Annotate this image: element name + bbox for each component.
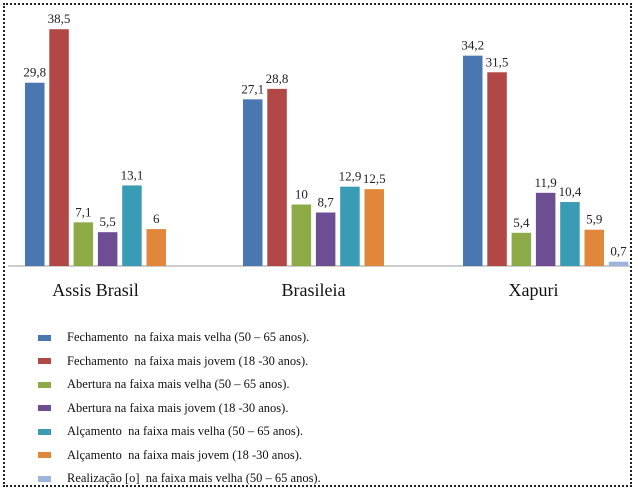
- legend-label: Fechamento na faixa mais jovem (18 -30 a…: [67, 353, 309, 368]
- bar-7-3: [608, 261, 629, 266]
- data-label: 13,1: [121, 167, 144, 182]
- legend-item: Alçamento na faixa mais velha (50 – 65 a…: [38, 420, 321, 444]
- bar-5-3: [560, 202, 580, 266]
- data-label: 5,4: [513, 215, 530, 230]
- bar-6-3: [584, 229, 604, 266]
- chart-legend: Fechamento na faixa mais velha (50 – 65 …: [38, 326, 321, 491]
- legend-label: Alçamento na faixa mais jovem (18 -30 an…: [67, 447, 302, 462]
- legend-label: Abertura na faixa mais jovem (18 -30 ano…: [67, 400, 289, 415]
- data-label: 11,9: [535, 175, 557, 190]
- category-label: Brasileia: [282, 280, 346, 300]
- data-label: 0,7: [610, 244, 627, 259]
- data-label: 5,5: [100, 214, 116, 229]
- bar-3-2: [291, 204, 312, 266]
- data-label: 12,9: [339, 169, 362, 184]
- data-label: 5,9: [586, 212, 602, 227]
- bar-4-1: [97, 232, 118, 266]
- data-label: 29,8: [23, 65, 46, 80]
- legend-item: Alçamento na faixa mais jovem (18 -30 an…: [38, 444, 321, 468]
- category-label: Assis Brasil: [52, 280, 139, 300]
- legend-swatch: [38, 381, 51, 388]
- data-label: 34,2: [461, 38, 484, 53]
- bar-2-2: [267, 88, 287, 266]
- legend-swatch: [38, 452, 51, 459]
- data-label: 10: [295, 187, 308, 202]
- data-label: 38,5: [48, 11, 71, 26]
- legend-swatch: [38, 405, 51, 412]
- data-label: 28,8: [266, 71, 289, 86]
- bar-1-3: [463, 55, 483, 266]
- bar-5-2: [340, 186, 360, 266]
- data-label: 27,1: [241, 81, 264, 96]
- legend-label: Abertura na faixa mais velha (50 – 65 an…: [67, 377, 290, 392]
- legend-label: Fechamento na faixa mais velha (50 – 65 …: [67, 330, 310, 345]
- legend-item: Abertura na faixa mais jovem (18 -30 ano…: [38, 397, 321, 421]
- legend-item: Realização [o] na faixa mais velha (50 –…: [38, 467, 321, 491]
- bar-3-3: [511, 232, 532, 266]
- legend-item: Fechamento na faixa mais velha (50 – 65 …: [38, 326, 321, 350]
- legend-item: Abertura na faixa mais velha (50 – 65 an…: [38, 373, 321, 397]
- legend-item: Fechamento na faixa mais jovem (18 -30 a…: [38, 350, 321, 374]
- data-label: 10,4: [559, 184, 582, 199]
- data-label: 6: [153, 211, 160, 226]
- bar-6-1: [146, 229, 166, 266]
- bar-2-1: [49, 29, 69, 266]
- category-label: Xapuri: [509, 280, 559, 300]
- data-label: 31,5: [486, 54, 509, 69]
- bar-3-1: [73, 222, 94, 266]
- data-label: 12,5: [363, 171, 386, 186]
- legend-swatch: [38, 475, 51, 482]
- legend-label: Alçamento na faixa mais velha (50 – 65 a…: [67, 424, 304, 439]
- bar-5-1: [122, 185, 142, 266]
- data-label: 8,7: [318, 194, 335, 209]
- bar-chart: 29,8 38,5 7,1 5,5 13,1 6 Assis Brasil 27,128,8 1…: [8, 11, 630, 300]
- bar-1-1: [25, 82, 45, 266]
- legend-label: Realização [o] na faixa mais velha (50 –…: [67, 471, 321, 486]
- bar-4-3: [535, 192, 556, 266]
- legend-swatch: [38, 334, 51, 341]
- bar-6-2: [364, 189, 384, 266]
- data-label: 7,1: [75, 204, 91, 219]
- bar-1-2: [243, 99, 263, 267]
- bar-2-3: [487, 72, 507, 267]
- legend-swatch: [38, 428, 51, 435]
- legend-swatch: [38, 358, 51, 365]
- bar-4-2: [315, 212, 336, 266]
